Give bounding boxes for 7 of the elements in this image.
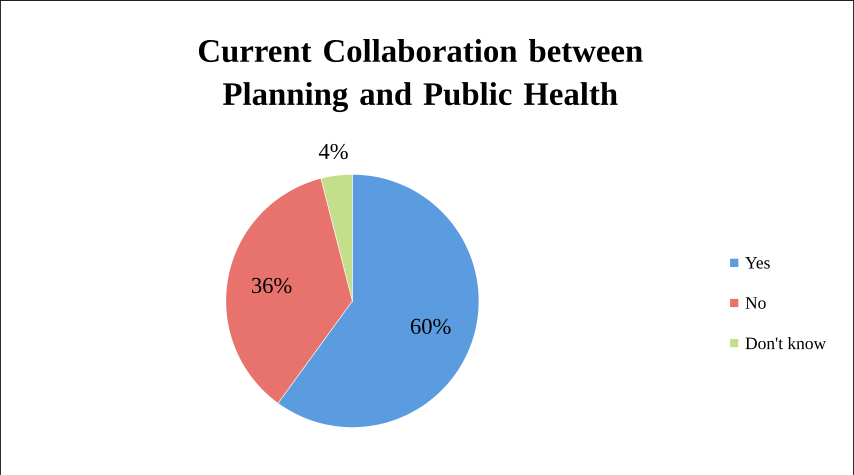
- legend-label: Don't know: [746, 336, 826, 350]
- legend-label: No: [746, 297, 766, 309]
- data-label: 36%: [252, 278, 292, 294]
- data-label: 4%: [318, 144, 348, 159]
- legend-label: Yes: [745, 256, 770, 269]
- data-label: 60%: [410, 318, 451, 334]
- chart-title: Current Collaboration between Planning and Public Health: [198, 38, 643, 112]
